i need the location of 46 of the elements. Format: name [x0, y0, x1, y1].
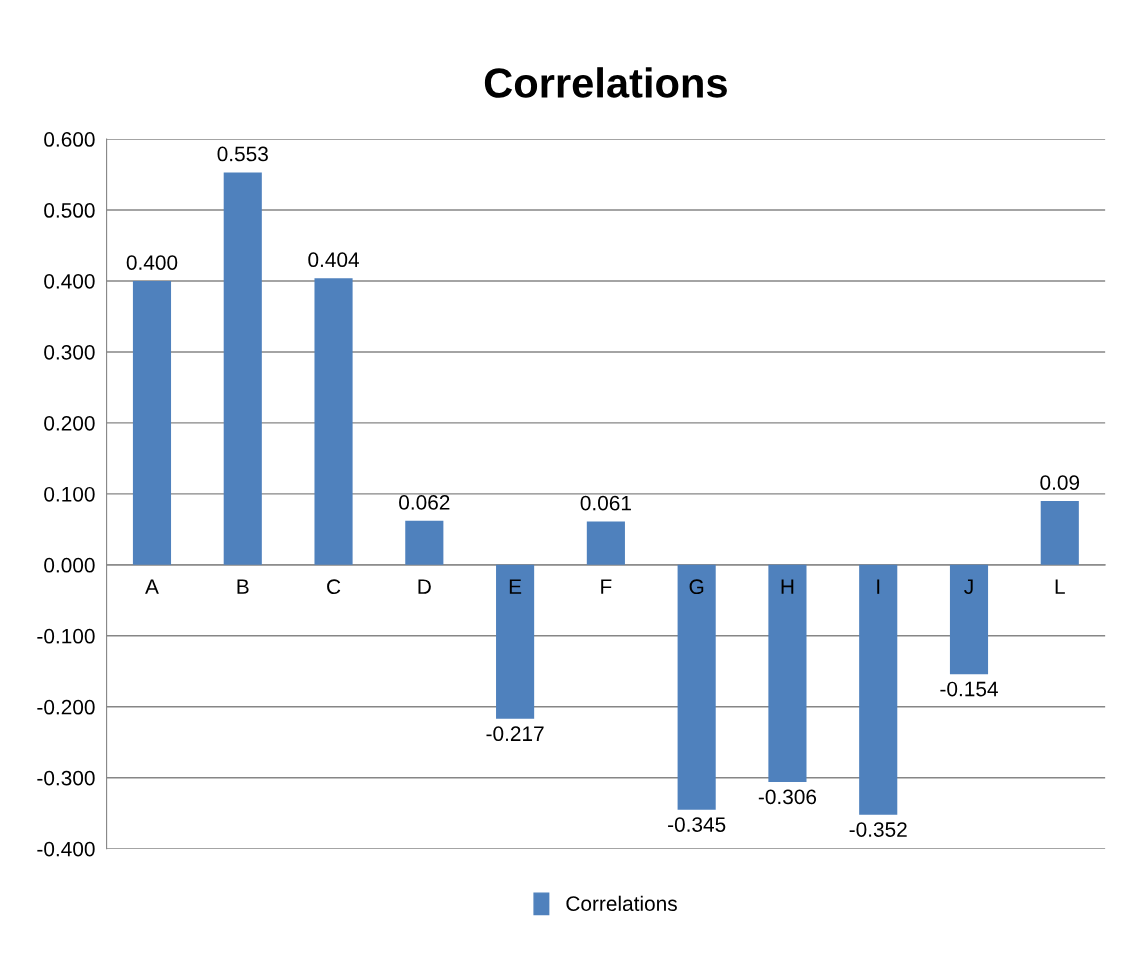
bar: [223, 172, 262, 565]
x-tick-label: L: [1055, 579, 1065, 594]
y-tick-label: -0.300: [37, 770, 95, 786]
x-tick-label: A: [145, 579, 159, 594]
bar: [859, 564, 898, 815]
y-tick-label: 0.600: [44, 132, 95, 147]
bar: [1040, 500, 1079, 565]
bar: [496, 564, 535, 719]
bar: [132, 280, 172, 565]
bar: [586, 521, 625, 565]
y-tick-label: -0.400: [37, 841, 95, 857]
data-label: -0.306: [758, 789, 817, 805]
bar: [405, 520, 444, 565]
y-tick-label: 0.300: [44, 344, 95, 360]
legend-label: Correlations: [566, 895, 677, 912]
data-label: -0.217: [486, 726, 544, 742]
data-label: 0.09: [1040, 475, 1080, 490]
data-label: 0.062: [399, 495, 450, 510]
y-tick-label: 0.200: [44, 415, 95, 431]
x-tick-label: D: [418, 579, 431, 594]
data-label: 0.400: [126, 255, 178, 270]
data-label: -0.345: [668, 817, 726, 832]
y-tick-label: 0.400: [44, 273, 95, 289]
data-label: 0.061: [580, 495, 631, 511]
y-tick-label: 0.000: [44, 557, 95, 573]
bar: [768, 564, 807, 783]
x-tick-label: B: [237, 579, 249, 594]
chart-title: Correlations: [484, 67, 727, 98]
data-label: -0.154: [940, 681, 998, 697]
x-tick-label: G: [689, 579, 704, 595]
x-tick-label: F: [601, 579, 612, 594]
x-tick-label: J: [964, 579, 973, 595]
data-label: 0.404: [308, 252, 359, 268]
bar: [677, 564, 716, 810]
y-tick-label: 0.500: [44, 203, 95, 218]
y-tick-label: -0.200: [37, 699, 95, 715]
x-tick-label: I: [877, 579, 880, 594]
bar: [949, 564, 989, 675]
x-tick-label: C: [327, 579, 341, 595]
y-tick-label: -0.100: [37, 628, 95, 644]
bar: [314, 278, 353, 565]
y-tick-label: 0.100: [44, 486, 95, 502]
x-tick-label: H: [781, 579, 794, 594]
data-label: -0.352: [849, 822, 907, 837]
x-tick-label: E: [509, 579, 522, 594]
data-label: 0.553: [217, 146, 268, 162]
